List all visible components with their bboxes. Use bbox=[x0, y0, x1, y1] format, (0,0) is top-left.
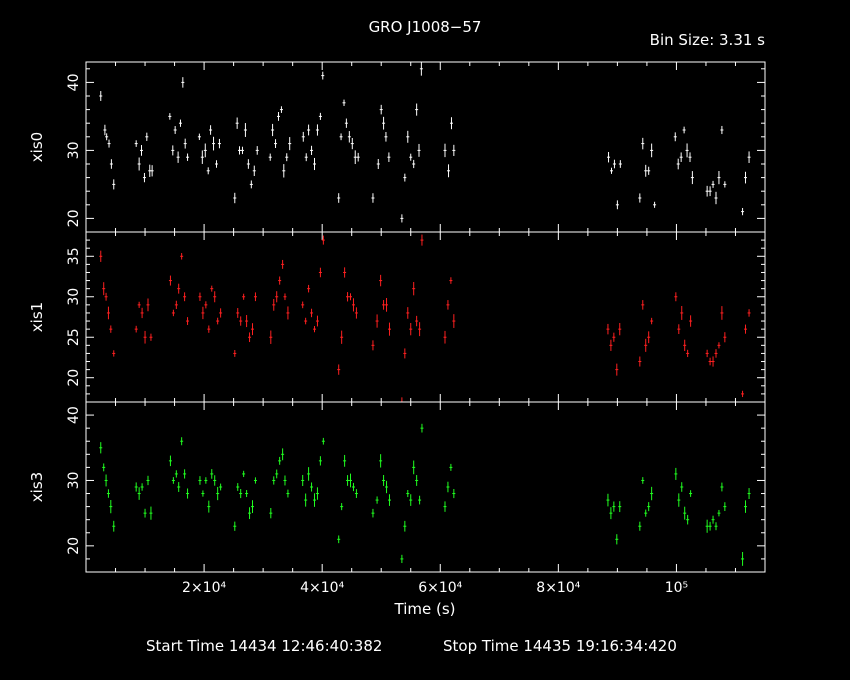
y-axis-label-xis0: xis0 bbox=[28, 132, 46, 162]
stop-time-label: Stop Time 14435 19:16:34:420 bbox=[443, 637, 677, 655]
y-tick-label: 30 bbox=[66, 288, 82, 306]
chart-title: GRO J1008−57 bbox=[369, 18, 482, 36]
panel-frame-xis3 bbox=[85, 401, 766, 573]
y-tick-label: 30 bbox=[66, 472, 82, 490]
y-tick-label: 30 bbox=[66, 141, 82, 159]
x-tick-label: 6×10⁴ bbox=[418, 580, 462, 596]
start-time-label: Start Time 14434 12:46:40:382 bbox=[146, 637, 382, 655]
y-tick-label: 25 bbox=[66, 328, 82, 346]
panel-stack: 20 30 40 xis0 20 25 30 35 xis1 20 30 40 xis3 2×10⁴ 4×1… bbox=[28, 61, 766, 596]
y-axis-label-xis1: xis1 bbox=[28, 302, 46, 332]
x-tick-label: 2×10⁴ bbox=[182, 580, 226, 596]
x-axis-label: Time (s) bbox=[394, 600, 456, 618]
panel-frame-xis0 bbox=[85, 61, 766, 233]
y-tick-label: 20 bbox=[66, 369, 82, 387]
y-tick-label: 40 bbox=[66, 406, 82, 424]
y-axis-label-xis3: xis3 bbox=[28, 472, 46, 502]
y-tick-label: 40 bbox=[66, 73, 82, 91]
panel-frame-xis1 bbox=[85, 231, 766, 403]
x-tick-label: 8×10⁴ bbox=[536, 580, 580, 596]
x-tick-label: 10⁵ bbox=[665, 580, 688, 596]
bin-size-label: Bin Size: 3.31 s bbox=[650, 31, 766, 49]
y-tick-label: 35 bbox=[66, 247, 82, 265]
x-tick-label: 4×10⁴ bbox=[300, 580, 344, 596]
y-tick-label: 20 bbox=[66, 209, 82, 227]
y-tick-label: 20 bbox=[66, 537, 82, 555]
